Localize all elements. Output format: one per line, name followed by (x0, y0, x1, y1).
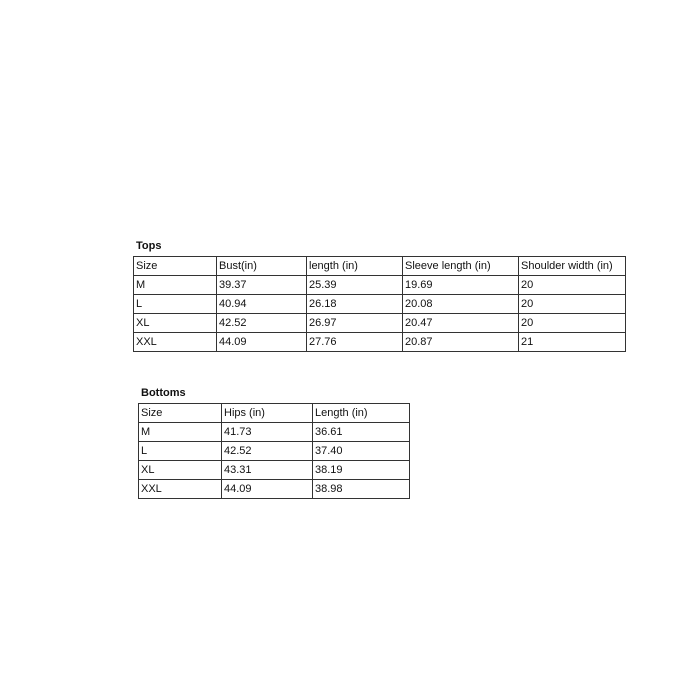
table-cell: 44.09 (216, 332, 307, 352)
bottoms-title: Bottoms (141, 387, 186, 399)
table-cell: 42.52 (221, 441, 313, 461)
table-cell: 20.08 (402, 294, 519, 314)
table-row: L 40.94 26.18 20.08 20 (133, 294, 626, 314)
table-cell: M (133, 275, 217, 295)
table-cell: 38.19 (312, 460, 410, 480)
table-cell: XXL (133, 332, 217, 352)
table-cell: 41.73 (221, 422, 313, 442)
table-cell: 42.52 (216, 313, 307, 333)
table-row: XL 42.52 26.97 20.47 20 (133, 313, 626, 333)
column-header: Length (in) (312, 403, 410, 423)
column-header: Size (138, 403, 222, 423)
column-header: Sleeve length (in) (402, 256, 519, 276)
column-header: Bust(in) (216, 256, 307, 276)
table-row: L 42.52 37.40 (138, 441, 410, 461)
table-row: XXL 44.09 38.98 (138, 479, 410, 499)
table-cell: XL (133, 313, 217, 333)
table-row: M 41.73 36.61 (138, 422, 410, 442)
table-cell: 38.98 (312, 479, 410, 499)
table-row: M 39.37 25.39 19.69 20 (133, 275, 626, 295)
table-cell: 37.40 (312, 441, 410, 461)
table-cell: L (138, 441, 222, 461)
table-cell: 20 (518, 313, 626, 333)
table-cell: 44.09 (221, 479, 313, 499)
tops-title: Tops (136, 240, 162, 252)
table-cell: 25.39 (306, 275, 403, 295)
column-header: Size (133, 256, 217, 276)
table-cell: 43.31 (221, 460, 313, 480)
table-cell: XXL (138, 479, 222, 499)
table-cell: 21 (518, 332, 626, 352)
table-cell: 39.37 (216, 275, 307, 295)
column-header: length (in) (306, 256, 403, 276)
table-row: XXL 44.09 27.76 20.87 21 (133, 332, 626, 352)
table-row: XL 43.31 38.19 (138, 460, 410, 480)
table-cell: 20 (518, 275, 626, 295)
table-cell: M (138, 422, 222, 442)
table-cell: 20.47 (402, 313, 519, 333)
tops-size-table: Size Bust(in) length (in) Sleeve length (in… (133, 256, 626, 352)
header-row: Size Bust(in) length (in) Sleeve length (in… (133, 256, 626, 276)
table-cell: 40.94 (216, 294, 307, 314)
table-cell: L (133, 294, 217, 314)
table-cell: 27.76 (306, 332, 403, 352)
table-cell: 36.61 (312, 422, 410, 442)
header-row: Size Hips (in) Length (in) (138, 403, 410, 423)
column-header: Hips (in) (221, 403, 313, 423)
table-cell: 20.87 (402, 332, 519, 352)
table-cell: XL (138, 460, 222, 480)
column-header: Shoulder width (in) (518, 256, 626, 276)
table-cell: 26.97 (306, 313, 403, 333)
bottoms-size-table: Size Hips (in) Length (in) M 41.73 36.61 L 42.5… (138, 403, 410, 499)
table-cell: 26.18 (306, 294, 403, 314)
table-cell: 20 (518, 294, 626, 314)
table-cell: 19.69 (402, 275, 519, 295)
